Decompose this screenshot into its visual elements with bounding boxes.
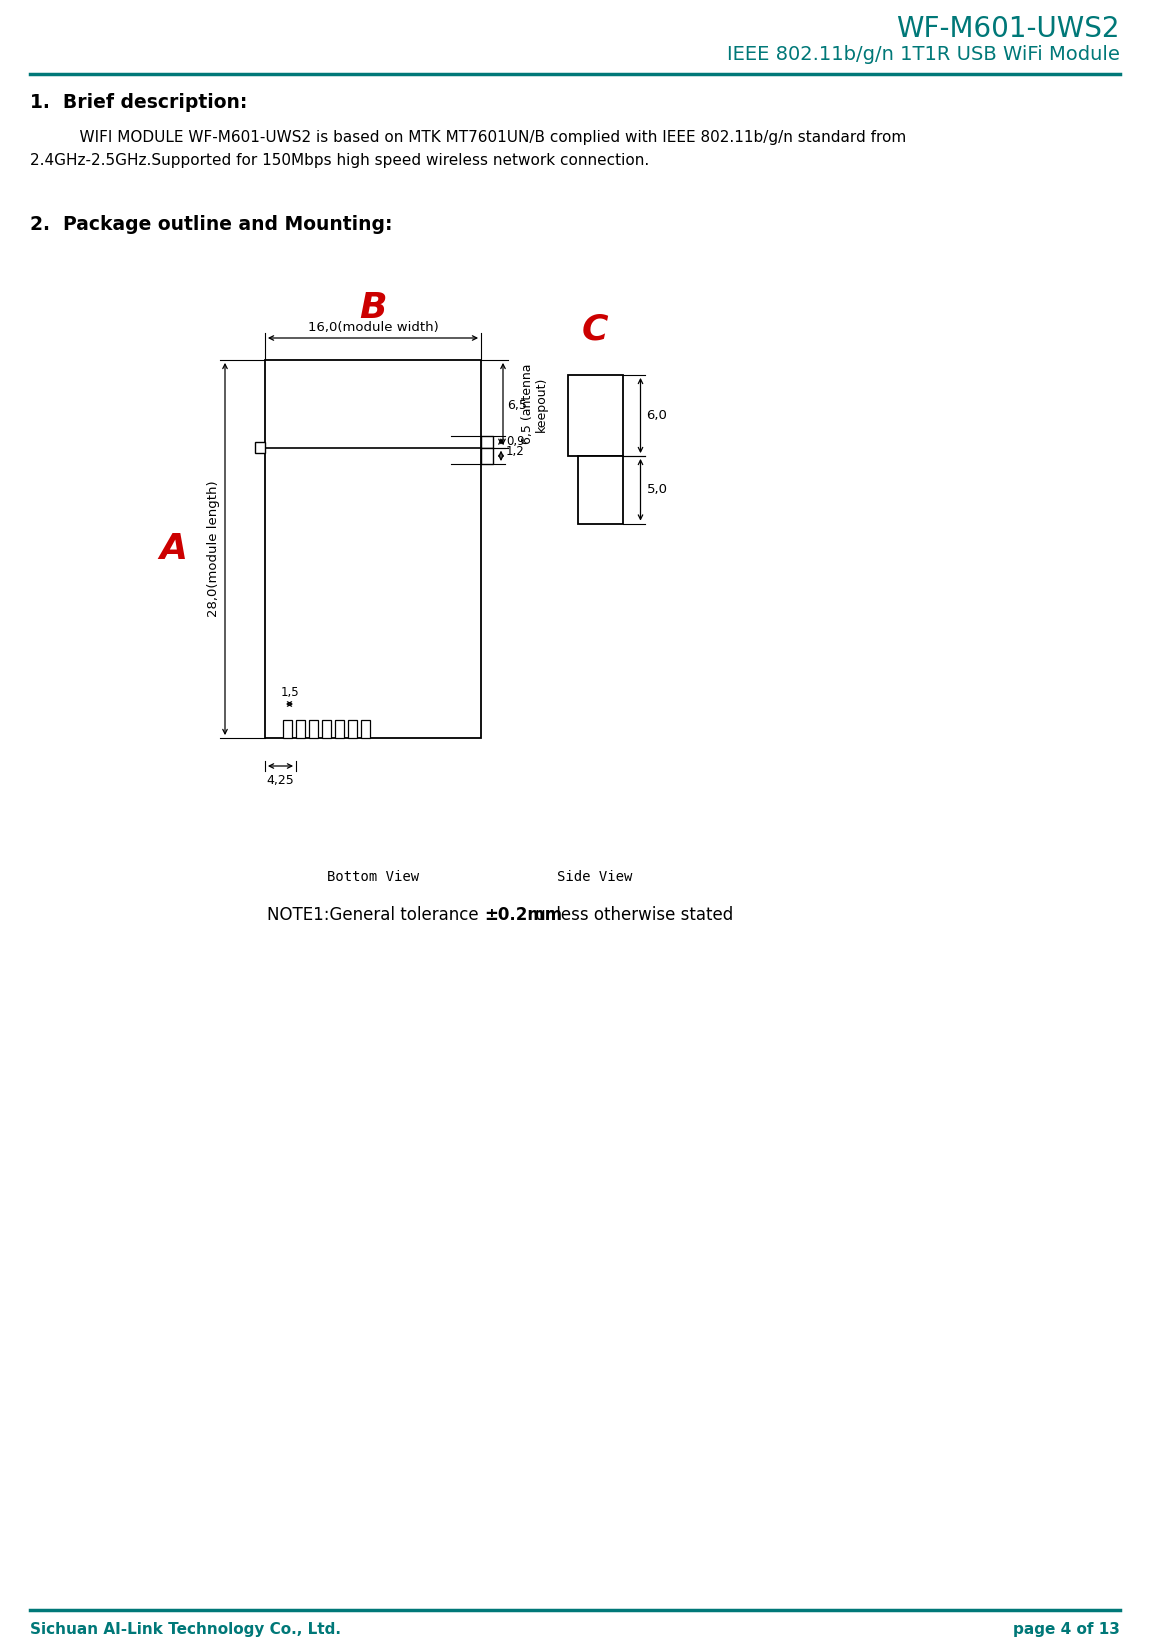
- Text: Bottom View: Bottom View: [327, 871, 419, 884]
- Text: NOTE1:General tolerance: NOTE1:General tolerance: [267, 905, 484, 923]
- Text: WF-M601-UWS2: WF-M601-UWS2: [897, 15, 1120, 43]
- Text: B: B: [359, 291, 386, 325]
- Text: Sichuan AI-Link Technology Co., Ltd.: Sichuan AI-Link Technology Co., Ltd.: [30, 1622, 342, 1636]
- Text: 1.  Brief description:: 1. Brief description:: [30, 94, 247, 112]
- Bar: [283, 720, 292, 738]
- Text: A: A: [159, 532, 187, 565]
- Text: unless otherwise stated: unless otherwise stated: [530, 905, 734, 923]
- Text: 1,5: 1,5: [281, 687, 299, 698]
- Bar: [335, 720, 344, 738]
- Text: WIFI MODULE WF-M601-UWS2 is based on MTK MT7601UN/B complied with IEEE 802.11b/g: WIFI MODULE WF-M601-UWS2 is based on MTK…: [60, 130, 906, 145]
- Bar: [361, 720, 370, 738]
- Text: 6,5 (antenna: 6,5 (antenna: [521, 363, 534, 444]
- Text: 5,0: 5,0: [646, 483, 667, 496]
- Bar: [296, 720, 305, 738]
- Bar: [577, 457, 622, 524]
- Bar: [348, 720, 356, 738]
- Text: 0,9: 0,9: [506, 435, 524, 449]
- Text: 16,0(module width): 16,0(module width): [308, 320, 438, 334]
- Text: C: C: [582, 314, 608, 347]
- Text: IEEE 802.11b/g/n 1T1R USB WiFi Module: IEEE 802.11b/g/n 1T1R USB WiFi Module: [727, 44, 1120, 64]
- Bar: [567, 375, 622, 457]
- Text: page 4 of 13: page 4 of 13: [1013, 1622, 1120, 1636]
- Bar: [264, 360, 481, 738]
- Text: keepout): keepout): [535, 376, 547, 432]
- Bar: [309, 720, 319, 738]
- Bar: [255, 442, 264, 453]
- Bar: [481, 435, 493, 449]
- Text: 2.  Package outline and Mounting:: 2. Package outline and Mounting:: [30, 215, 392, 233]
- Text: 2.4GHz-2.5GHz.Supported for 150Mbps high speed wireless network connection.: 2.4GHz-2.5GHz.Supported for 150Mbps high…: [30, 153, 650, 168]
- Text: 1,2: 1,2: [506, 445, 524, 458]
- Text: 28,0(module length): 28,0(module length): [207, 481, 220, 618]
- Text: 4,25: 4,25: [267, 774, 294, 787]
- Text: 6,5: 6,5: [507, 399, 527, 412]
- Text: ±0.2mm: ±0.2mm: [484, 905, 562, 923]
- Text: Side View: Side View: [558, 871, 633, 884]
- Bar: [322, 720, 331, 738]
- Bar: [481, 449, 493, 463]
- Text: 6,0: 6,0: [646, 409, 667, 422]
